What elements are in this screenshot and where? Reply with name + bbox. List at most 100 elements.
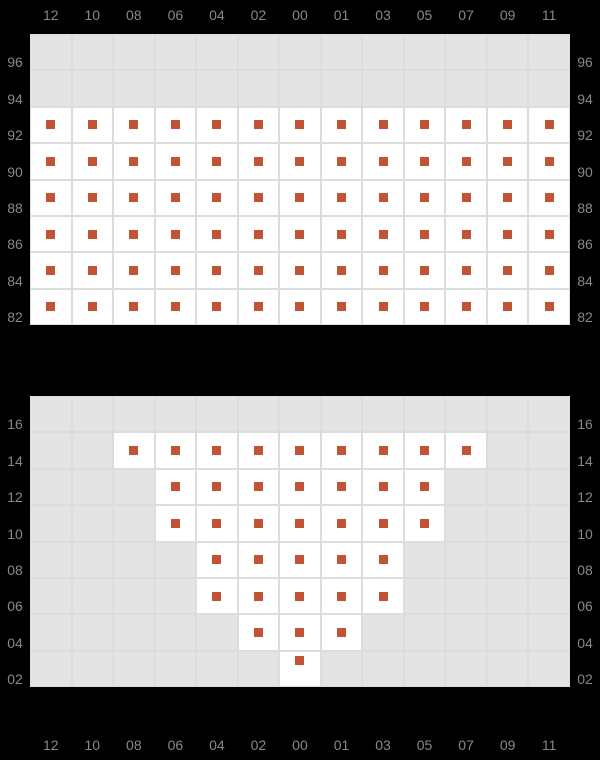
seat-cell[interactable]	[155, 469, 197, 505]
seat-cell[interactable]	[155, 432, 197, 468]
seat-cell[interactable]	[72, 252, 114, 288]
seat-cell[interactable]	[362, 289, 404, 325]
seat-cell[interactable]	[445, 143, 487, 179]
seat-cell[interactable]	[113, 216, 155, 252]
seat-cell[interactable]	[528, 143, 570, 179]
seat-cell[interactable]	[528, 289, 570, 325]
seat-cell[interactable]	[279, 578, 321, 614]
seat-cell[interactable]	[487, 289, 529, 325]
seat-cell[interactable]	[30, 180, 72, 216]
seat-cell[interactable]	[404, 289, 446, 325]
seat-cell[interactable]	[321, 614, 363, 650]
seat-cell[interactable]	[196, 107, 238, 143]
seat-cell[interactable]	[238, 578, 280, 614]
seat-cell[interactable]	[362, 143, 404, 179]
seat-cell[interactable]	[487, 143, 529, 179]
seat-cell[interactable]	[155, 505, 197, 541]
seat-cell[interactable]	[445, 252, 487, 288]
seat-cell[interactable]	[362, 542, 404, 578]
seat-cell[interactable]	[528, 252, 570, 288]
seat-cell[interactable]	[279, 107, 321, 143]
seat-cell[interactable]	[30, 107, 72, 143]
seat-cell[interactable]	[155, 216, 197, 252]
seat-cell[interactable]	[196, 289, 238, 325]
seat-cell[interactable]	[113, 252, 155, 288]
seat-cell[interactable]	[30, 216, 72, 252]
seat-cell[interactable]	[404, 143, 446, 179]
seat-cell[interactable]	[321, 216, 363, 252]
seat-cell[interactable]	[528, 216, 570, 252]
seat-cell[interactable]	[279, 651, 321, 687]
seat-cell[interactable]	[321, 289, 363, 325]
seat-cell[interactable]	[238, 542, 280, 578]
seat-cell[interactable]	[321, 469, 363, 505]
seat-cell[interactable]	[279, 143, 321, 179]
seat-cell[interactable]	[113, 143, 155, 179]
seat-cell[interactable]	[155, 289, 197, 325]
seat-cell[interactable]	[238, 432, 280, 468]
seat-cell[interactable]	[362, 180, 404, 216]
seat-cell[interactable]	[279, 432, 321, 468]
seat-cell[interactable]	[528, 107, 570, 143]
seat-cell[interactable]	[487, 252, 529, 288]
seat-cell[interactable]	[279, 505, 321, 541]
seat-cell[interactable]	[321, 505, 363, 541]
seat-cell[interactable]	[72, 143, 114, 179]
seat-cell[interactable]	[362, 107, 404, 143]
seat-cell[interactable]	[362, 469, 404, 505]
seat-cell[interactable]	[196, 432, 238, 468]
seat-cell[interactable]	[404, 469, 446, 505]
seat-cell[interactable]	[279, 469, 321, 505]
seat-cell[interactable]	[113, 432, 155, 468]
seat-cell[interactable]	[238, 252, 280, 288]
seat-cell[interactable]	[238, 107, 280, 143]
seat-cell[interactable]	[362, 252, 404, 288]
seat-cell[interactable]	[321, 143, 363, 179]
seat-cell[interactable]	[72, 180, 114, 216]
seat-cell[interactable]	[404, 252, 446, 288]
seat-cell[interactable]	[72, 289, 114, 325]
seat-cell[interactable]	[321, 252, 363, 288]
seat-cell[interactable]	[238, 505, 280, 541]
seat-cell[interactable]	[196, 252, 238, 288]
seat-cell[interactable]	[279, 614, 321, 650]
seat-cell[interactable]	[196, 578, 238, 614]
seat-cell[interactable]	[404, 505, 446, 541]
seat-cell[interactable]	[196, 180, 238, 216]
seat-cell[interactable]	[155, 143, 197, 179]
seat-cell[interactable]	[445, 289, 487, 325]
seat-cell[interactable]	[362, 505, 404, 541]
seat-cell[interactable]	[155, 107, 197, 143]
seat-cell[interactable]	[155, 252, 197, 288]
seat-cell[interactable]	[196, 469, 238, 505]
seat-cell[interactable]	[404, 216, 446, 252]
seat-cell[interactable]	[113, 107, 155, 143]
seat-cell[interactable]	[487, 180, 529, 216]
seat-cell[interactable]	[196, 542, 238, 578]
seat-cell[interactable]	[445, 216, 487, 252]
seat-cell[interactable]	[404, 432, 446, 468]
seat-cell[interactable]	[404, 107, 446, 143]
seat-cell[interactable]	[487, 216, 529, 252]
seat-cell[interactable]	[238, 216, 280, 252]
seat-cell[interactable]	[321, 107, 363, 143]
seat-cell[interactable]	[196, 216, 238, 252]
seat-cell[interactable]	[238, 180, 280, 216]
seat-cell[interactable]	[196, 143, 238, 179]
seat-cell[interactable]	[487, 107, 529, 143]
seat-cell[interactable]	[196, 505, 238, 541]
seat-cell[interactable]	[279, 252, 321, 288]
seat-cell[interactable]	[445, 432, 487, 468]
seat-cell[interactable]	[279, 180, 321, 216]
seat-cell[interactable]	[321, 180, 363, 216]
seat-cell[interactable]	[30, 289, 72, 325]
seat-cell[interactable]	[528, 180, 570, 216]
seat-cell[interactable]	[404, 180, 446, 216]
seat-cell[interactable]	[445, 180, 487, 216]
seat-cell[interactable]	[238, 289, 280, 325]
seat-cell[interactable]	[155, 180, 197, 216]
seat-cell[interactable]	[362, 216, 404, 252]
seat-cell[interactable]	[321, 432, 363, 468]
seat-cell[interactable]	[238, 614, 280, 650]
seat-cell[interactable]	[113, 180, 155, 216]
